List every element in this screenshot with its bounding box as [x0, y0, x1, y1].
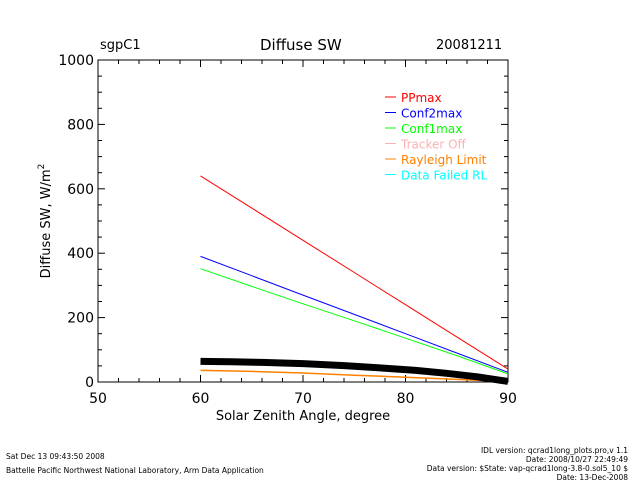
y-tick-label: 800: [67, 117, 94, 133]
legend-label: Conf1max: [401, 122, 462, 136]
footer-data-version: Data version: $State: vap-qcrad1long-3.8…: [426, 464, 628, 473]
y-tick-label: 600: [67, 182, 94, 198]
legend-label: PPmax: [401, 91, 442, 105]
x-tick-label: 80: [397, 391, 415, 407]
footer-data-date: Date: 13-Dec-2008: [556, 473, 628, 482]
legend-label: Tracker Off: [400, 138, 467, 152]
series-line-unlabeled-3: [200, 369, 509, 383]
series-line-ppmax: [200, 175, 509, 370]
x-tick-label: 70: [294, 391, 312, 407]
y-axis-label: Diffuse SW, W/m2: [37, 164, 54, 279]
legend-label: Data Failed RL: [401, 169, 487, 183]
x-axis-label: Solar Zenith Angle, degree: [216, 409, 390, 424]
footer-timestamp: Sat Dec 13 09:43:50 2008: [6, 452, 105, 461]
footer-idl-version: IDL version: qcrad1long_plots.pro,v 1.1: [480, 446, 628, 455]
footer-lab: Battelle Pacific Northwest National Labo…: [6, 466, 264, 475]
x-tick-label: 90: [499, 391, 517, 407]
legend-label: Rayleigh Limit: [401, 153, 487, 167]
legend-label: Conf2max: [401, 107, 462, 121]
x-tick-label: 50: [89, 391, 107, 407]
y-tick-label: 1000: [58, 53, 94, 69]
series-line-unlabeled-4: [200, 357, 509, 385]
y-tick-label: 400: [67, 246, 94, 262]
footer-idl-date: Date: 2008/10/27 22:49:49: [525, 455, 628, 464]
series-line-conf1max: [200, 268, 509, 375]
site-label: sgpC1: [100, 38, 141, 53]
series-line-conf2max: [200, 255, 509, 373]
y-tick-label: 200: [67, 311, 94, 327]
x-tick-label: 60: [192, 391, 210, 407]
y-tick-label: 0: [85, 375, 94, 391]
chart-title: Diffuse SW: [260, 36, 342, 54]
date-label: 20081211: [436, 38, 503, 53]
